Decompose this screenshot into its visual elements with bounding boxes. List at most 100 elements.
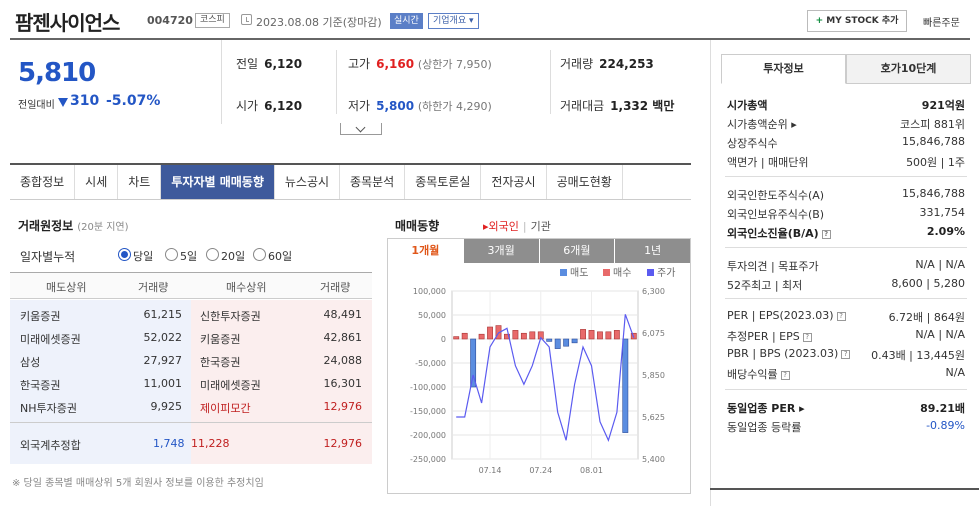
info-line: 상장주식수 15,846,788 xyxy=(725,132,967,151)
info-value: 2.09% xyxy=(926,225,965,238)
info-label: 동일업종 등락률 xyxy=(727,421,802,434)
radio-60day[interactable]: 60일 xyxy=(253,248,292,264)
table-row: NH투자증권 9,925 제이피모간 12,976 xyxy=(10,396,372,419)
summary-divider xyxy=(336,50,337,114)
tab-2[interactable]: 차트 xyxy=(118,165,162,199)
info-line: 외국인소진율(B/A)? 2.09% xyxy=(725,222,967,241)
sell-bar xyxy=(546,338,553,342)
stock-header: 팜젠사이언스 004720 코스피 2023.08.08 기준(장마감) 실시간… xyxy=(0,0,979,40)
info-value: N/A | N/A xyxy=(915,328,965,341)
info-value: N/A xyxy=(945,366,965,379)
info-label: 추정PER | EPS xyxy=(727,330,800,343)
company-overview-dropdown[interactable]: 기업개요 ▾ xyxy=(428,13,479,29)
y-left-tick: -150,000 xyxy=(410,407,446,416)
tab-1[interactable]: 시세 xyxy=(75,165,119,199)
buy-bar xyxy=(487,326,493,340)
buy-volume: 48,491 xyxy=(323,308,363,321)
buy-volume: 12,976 xyxy=(323,400,363,413)
tab-8[interactable]: 공매도현황 xyxy=(547,165,623,199)
tab-6[interactable]: 종목토론실 xyxy=(405,165,482,199)
sell-broker: 키움증권 xyxy=(20,310,61,323)
buy-bar xyxy=(597,331,603,340)
market-cap-group: 시가총액 921억원 시가총액순위 ▸ 코스피 881위 상장주식수 15,846,788… xyxy=(725,94,967,170)
buy-bar xyxy=(605,331,612,340)
trend-title: 매매동향 xyxy=(395,219,440,233)
y-left-tick: -200,000 xyxy=(410,431,446,440)
buy-bar xyxy=(461,332,468,340)
legend-swatch xyxy=(647,269,654,276)
period-tab-1[interactable]: 3개월 xyxy=(462,239,539,263)
tab-invest-info[interactable]: 투자정보 xyxy=(721,54,846,84)
chevron-down-icon xyxy=(355,122,366,133)
info-label: PBR | BPS (2023.03) xyxy=(727,347,839,360)
help-icon[interactable]: ? xyxy=(780,371,790,380)
invest-info-panel: 투자정보 호가10단계 시가총액 921억원 시가총액순위 ▸ 코스피 881위 상장주… xyxy=(710,40,979,506)
stock-code: 004720 xyxy=(147,14,193,27)
x-tick: 07.24 xyxy=(529,466,552,475)
radio-5day[interactable]: 5일 xyxy=(165,248,197,264)
buy-bar xyxy=(613,330,620,340)
right-panel-tabs: 투자정보 호가10단계 xyxy=(721,54,971,84)
divider xyxy=(725,176,967,177)
legend-label: 매도 xyxy=(570,267,588,279)
market-badge: 코스피 xyxy=(195,13,230,28)
sell-bar xyxy=(563,338,570,347)
sector-group: 동일업종 PER ▸ 89.21배 동일업종 등락률 -0.89% xyxy=(725,397,967,435)
y-right-tick: 6,300 xyxy=(642,287,665,296)
tab-3[interactable]: 투자자별 매매동향 xyxy=(161,165,275,199)
legend-label: 매수 xyxy=(613,267,631,279)
table-row: 한국증권 11,001 미래에셋증권 16,301 xyxy=(10,373,372,396)
info-label: 외국인보유주식수(B) xyxy=(727,208,825,221)
info-line: 52주최고 | 최저 8,600 | 5,280 xyxy=(725,274,967,293)
info-label: PER | EPS(2023.03) xyxy=(727,309,834,322)
sell-broker: 한국증권 xyxy=(20,379,61,392)
info-label: 시가총액순위 ▸ xyxy=(727,118,797,131)
institution-subtab[interactable]: 기관 xyxy=(530,220,551,233)
stock-name: 팜젠사이언스 xyxy=(15,11,120,35)
tab-0[interactable]: 종합정보 xyxy=(10,165,76,199)
info-label: 동일업종 PER ▸ xyxy=(727,402,805,415)
sell-volume: 52,022 xyxy=(143,331,183,344)
tab-5[interactable]: 종목분석 xyxy=(340,165,406,199)
low-price: 저가 5,800 (하한가 4,290) xyxy=(348,99,492,113)
divider xyxy=(725,298,967,299)
buy-bar xyxy=(588,330,595,340)
price-line xyxy=(456,314,635,443)
info-label: 시가총액 xyxy=(727,99,768,112)
add-mystock-button[interactable]: + MY STOCK 추가 xyxy=(807,10,907,32)
high-price: 고가 6,160 (상한가 7,950) xyxy=(348,57,492,71)
expand-summary-button[interactable] xyxy=(340,122,382,135)
info-value: 500원 | 1주 xyxy=(906,156,965,169)
buy-bar xyxy=(529,331,536,340)
tab-4[interactable]: 뉴스공시 xyxy=(275,165,341,199)
info-value: 15,846,788 xyxy=(902,135,965,148)
trader-info-title: 거래원정보 (20분 지연) xyxy=(18,219,129,233)
foreign-estimate-row: 외국계추정합 1,748 11,228 12,976 xyxy=(10,422,372,464)
volume: 거래량 224,253 xyxy=(560,57,654,71)
table-row: 미래에셋증권 52,022 키움증권 42,861 xyxy=(10,327,372,350)
period-tab-3[interactable]: 1년 xyxy=(614,239,690,263)
table-row: 삼성 27,927 한국증권 24,088 xyxy=(10,350,372,373)
buy-broker: 미래에셋증권 xyxy=(200,379,261,392)
period-tab-0[interactable]: 1개월 xyxy=(388,239,463,263)
tab-7[interactable]: 전자공시 xyxy=(481,165,547,199)
radio-today[interactable]: 당일 xyxy=(118,248,153,264)
table-row: 키움증권 61,215 신한투자증권 48,491 xyxy=(10,304,372,327)
foreign-subtab[interactable]: ▸외국인 xyxy=(483,220,519,233)
y-left-tick: -50,000 xyxy=(415,359,446,368)
y-left-tick: -250,000 xyxy=(410,455,446,464)
help-icon[interactable]: ? xyxy=(836,312,846,321)
help-icon[interactable]: ? xyxy=(821,230,831,239)
realtime-button[interactable]: 실시간 xyxy=(390,13,423,29)
info-line: 투자의견 | 목표주가 N/A | N/A xyxy=(725,255,967,274)
tab-orderbook[interactable]: 호가10단계 xyxy=(846,54,971,84)
quick-order-link[interactable]: 빠른주문 xyxy=(923,18,960,29)
x-tick: 07.14 xyxy=(479,466,502,475)
sell-volume: 27,927 xyxy=(143,354,183,367)
help-icon[interactable]: ? xyxy=(841,350,851,359)
info-label: 52주최고 | 최저 xyxy=(727,279,803,292)
period-tab-2[interactable]: 6개월 xyxy=(538,239,615,263)
buy-side-background xyxy=(191,300,372,464)
help-icon[interactable]: ? xyxy=(802,333,812,342)
radio-20day[interactable]: 20일 xyxy=(206,248,245,264)
